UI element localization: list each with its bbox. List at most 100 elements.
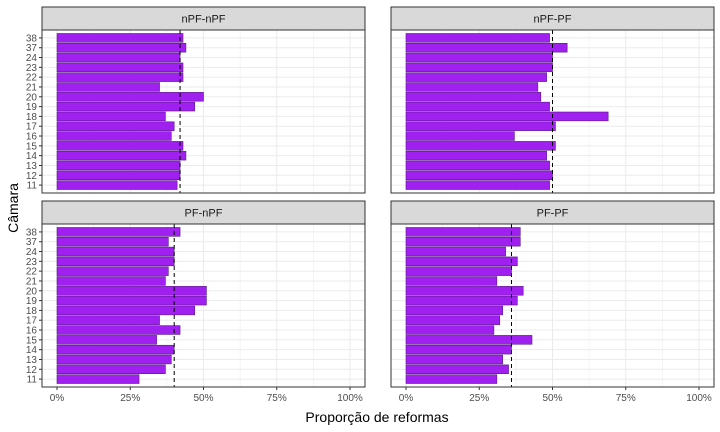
bar-pf-pf-24 bbox=[405, 246, 506, 257]
bar-pf-npf-12 bbox=[56, 364, 166, 374]
y-tick-label: 16 bbox=[26, 132, 38, 143]
bar-npf-pf-37 bbox=[405, 43, 568, 53]
bar-npf-npf-11 bbox=[56, 180, 178, 190]
y-tick-label: 13 bbox=[26, 161, 38, 172]
y-tick-label: 24 bbox=[26, 53, 38, 64]
bar-npf-npf-38 bbox=[56, 33, 184, 43]
bar-pf-npf-37 bbox=[56, 237, 169, 247]
bar-pf-npf-22 bbox=[56, 266, 169, 276]
y-tick-label: 11 bbox=[27, 375, 38, 386]
bar-pf-pf-17 bbox=[405, 315, 501, 325]
y-tick-label: 23 bbox=[26, 63, 38, 74]
x-axis-title: Proporção de reformas bbox=[305, 409, 448, 425]
bar-npf-npf-17 bbox=[56, 121, 175, 131]
bar-npf-npf-12 bbox=[56, 170, 181, 180]
y-tick-label: 20 bbox=[26, 92, 38, 103]
bar-npf-pf-16 bbox=[405, 131, 515, 141]
bar-npf-pf-38 bbox=[405, 33, 550, 43]
bar-npf-pf-24 bbox=[405, 52, 553, 63]
x-tick-label: 0% bbox=[50, 393, 65, 404]
bar-npf-npf-21 bbox=[56, 82, 160, 92]
bar-pf-pf-38 bbox=[405, 227, 521, 237]
x-tick-label: 25% bbox=[469, 393, 489, 404]
y-tick-label: 15 bbox=[26, 141, 38, 152]
x-tick-label: 50% bbox=[193, 393, 213, 404]
bar-npf-npf-20 bbox=[56, 92, 204, 102]
facet-strip-label: PF-nPF bbox=[185, 208, 223, 220]
bar-pf-npf-23 bbox=[56, 256, 175, 267]
y-tick-label: 21 bbox=[26, 276, 38, 287]
bar-pf-npf-16 bbox=[56, 325, 181, 335]
bar-npf-npf-19 bbox=[56, 101, 196, 112]
facet-strip-label: nPF-PF bbox=[534, 14, 572, 26]
y-tick-label: 38 bbox=[26, 33, 38, 44]
y-tick-label: 22 bbox=[26, 267, 38, 278]
bar-npf-npf-15 bbox=[56, 141, 184, 151]
y-tick-label: 11 bbox=[27, 181, 38, 192]
bar-pf-pf-13 bbox=[405, 354, 503, 365]
y-tick-label: 17 bbox=[26, 122, 38, 133]
bar-npf-npf-13 bbox=[56, 160, 181, 171]
bar-npf-npf-22 bbox=[56, 72, 184, 82]
bar-npf-pf-18 bbox=[405, 111, 609, 122]
panel-border bbox=[41, 29, 366, 194]
bar-npf-pf-19 bbox=[405, 101, 550, 112]
y-tick-label: 37 bbox=[26, 237, 38, 248]
bar-pf-npf-15 bbox=[56, 335, 157, 345]
y-tick-label: 19 bbox=[26, 102, 38, 113]
bar-npf-pf-20 bbox=[405, 92, 542, 102]
x-tick-label: 75% bbox=[616, 393, 636, 404]
bar-pf-pf-14 bbox=[405, 344, 512, 355]
y-tick-label: 15 bbox=[26, 335, 38, 346]
bar-pf-npf-21 bbox=[56, 276, 166, 286]
bar-pf-npf-19 bbox=[56, 295, 207, 306]
panels-layer: nPF-nPF38372423222120191817161514131211n… bbox=[26, 6, 715, 404]
y-tick-label: 21 bbox=[26, 82, 38, 93]
panel-pf-pf: PF-PF 0% 25% 50% 75% 100% bbox=[390, 200, 715, 404]
y-tick-label: 23 bbox=[26, 257, 38, 268]
y-tick-label: 12 bbox=[26, 171, 38, 182]
bar-pf-npf-13 bbox=[56, 354, 172, 365]
y-tick-label: 22 bbox=[26, 73, 38, 84]
y-tick-label: 17 bbox=[26, 316, 38, 327]
y-tick-label: 24 bbox=[26, 247, 38, 258]
bar-npf-npf-18 bbox=[56, 111, 166, 122]
panel-border bbox=[390, 29, 715, 194]
x-tick-label: 25% bbox=[120, 393, 140, 404]
facet-strip-label: nPF-nPF bbox=[181, 14, 225, 26]
bar-npf-npf-14 bbox=[56, 150, 187, 161]
x-tick-label: 50% bbox=[542, 393, 562, 404]
y-tick-label: 20 bbox=[26, 286, 38, 297]
bar-npf-pf-13 bbox=[405, 160, 550, 171]
bar-npf-pf-11 bbox=[405, 180, 550, 190]
bar-pf-pf-18 bbox=[405, 305, 503, 316]
x-tick-label: 100% bbox=[686, 393, 712, 404]
bar-pf-pf-23 bbox=[405, 256, 518, 267]
bar-pf-pf-20 bbox=[405, 286, 524, 296]
bar-npf-npf-16 bbox=[56, 131, 172, 141]
bar-pf-npf-14 bbox=[56, 344, 175, 355]
y-tick-label: 38 bbox=[26, 227, 38, 238]
bar-npf-pf-12 bbox=[405, 170, 553, 180]
y-tick-label: 12 bbox=[26, 365, 38, 376]
bar-pf-pf-19 bbox=[405, 295, 518, 306]
x-tick-label: 75% bbox=[267, 393, 287, 404]
facet-strip-label: PF-PF bbox=[537, 208, 569, 220]
y-tick-label: 14 bbox=[26, 151, 38, 162]
bar-pf-pf-37 bbox=[405, 237, 521, 247]
y-tick-label: 37 bbox=[26, 43, 38, 54]
bar-pf-pf-21 bbox=[405, 276, 498, 286]
bar-pf-pf-12 bbox=[405, 364, 509, 374]
bar-pf-pf-15 bbox=[405, 335, 533, 345]
x-tick-label: 0% bbox=[399, 393, 414, 404]
bar-npf-pf-21 bbox=[405, 82, 539, 92]
y-tick-label: 19 bbox=[26, 296, 38, 307]
y-axis-title: Câmara bbox=[5, 183, 21, 233]
y-tick-label: 18 bbox=[26, 112, 38, 123]
x-tick-label: 100% bbox=[337, 393, 363, 404]
bar-pf-npf-38 bbox=[56, 227, 181, 237]
bar-pf-npf-11 bbox=[56, 374, 140, 384]
bar-pf-npf-24 bbox=[56, 246, 175, 257]
